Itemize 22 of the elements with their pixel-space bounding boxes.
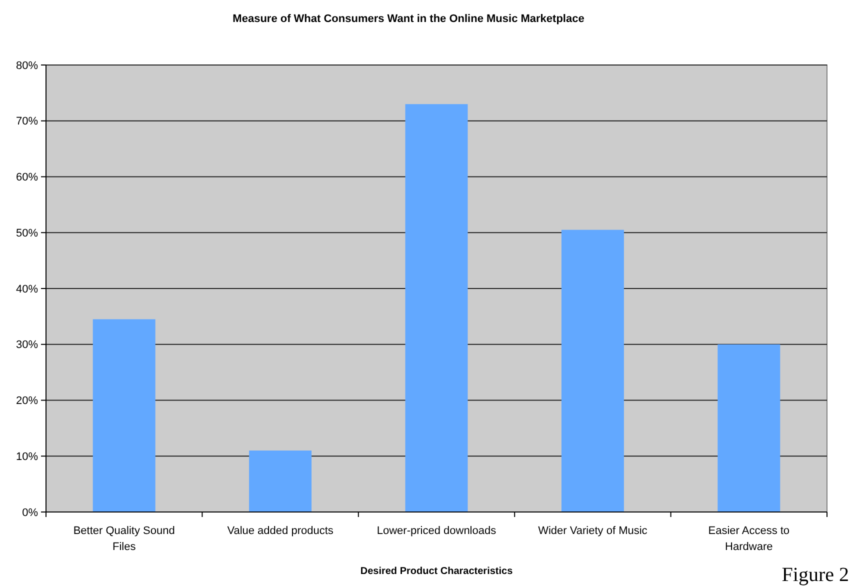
x-tick-label: Better Quality Sound Files: [73, 525, 175, 553]
y-tick-label: 60%: [16, 172, 38, 184]
x-tick-label: Easier Access to Hardware: [708, 525, 790, 553]
y-tick-label: 20%: [16, 395, 38, 408]
x-axis-title: Desired Product Characteristics: [360, 566, 514, 577]
y-tick-label: 50%: [16, 227, 38, 240]
caption: Figure 2: [782, 564, 849, 586]
y-tick-label: 40%: [16, 283, 38, 296]
bar: [561, 230, 624, 512]
bar: [405, 104, 468, 512]
x-tick-label: Lower-priced downloads: [376, 525, 497, 537]
x-tick-label: Value added products: [227, 525, 334, 537]
x-tick-label: Wider Variety of Music: [538, 525, 648, 537]
chart-title: Measure of What Consumers Want in the Online Music Marketplace: [232, 13, 584, 25]
bar: [92, 319, 156, 512]
bar: [249, 450, 312, 512]
y-tick-label: 80%: [16, 60, 38, 72]
y-tick-label: 10%: [16, 450, 38, 463]
y-tick-label: 70%: [16, 116, 38, 128]
y-tick-label: 0%: [22, 506, 38, 519]
y-tick-label: 30%: [16, 339, 38, 352]
bar: [718, 344, 780, 512]
